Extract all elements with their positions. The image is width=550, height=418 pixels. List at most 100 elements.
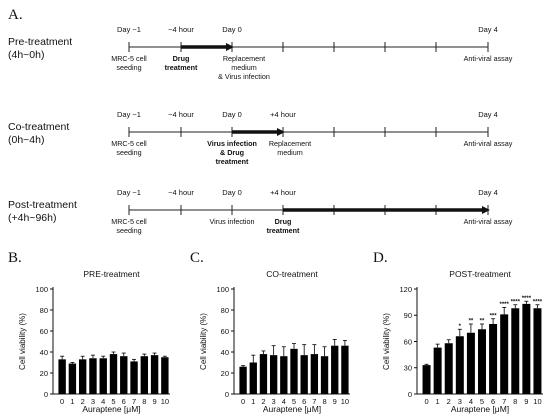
timeline-time-label: +4 hour bbox=[270, 188, 296, 197]
y-axis-label: Cell viability (%) bbox=[382, 313, 391, 370]
bar bbox=[150, 355, 159, 394]
bar bbox=[58, 359, 66, 394]
bar bbox=[455, 336, 464, 394]
timeline-row-title: (0h~4h) bbox=[8, 134, 44, 146]
x-tick-label: 2 bbox=[261, 397, 265, 406]
timeline-time-label: Day 4 bbox=[478, 25, 498, 34]
significance-marker: ** bbox=[469, 319, 474, 325]
timeline-time-label: Day −1 bbox=[117, 25, 141, 34]
x-tick-label: 1 bbox=[436, 397, 440, 406]
bar bbox=[300, 355, 308, 394]
timeline-event-label: seeding bbox=[116, 148, 141, 157]
bar bbox=[478, 329, 486, 394]
timeline-time-label: Day 0 bbox=[222, 25, 242, 34]
y-tick-label: 20 bbox=[221, 369, 229, 378]
timeline-event-label: Virus infection bbox=[207, 139, 257, 148]
bar bbox=[422, 365, 431, 394]
timeline-time-label: Day 4 bbox=[478, 110, 498, 119]
y-tick-label: 120 bbox=[399, 285, 412, 294]
timeline-event-label: Drug bbox=[173, 54, 190, 63]
y-tick-label: 90 bbox=[404, 311, 412, 320]
x-tick-label: 9 bbox=[524, 397, 528, 406]
timeline-event-label: seeding bbox=[116, 63, 141, 72]
x-tick-label: 6 bbox=[302, 397, 306, 406]
timeline-event-label: treatment bbox=[165, 63, 198, 72]
timeline-time-label: +4 hour bbox=[270, 110, 296, 119]
x-tick-label: 2 bbox=[81, 397, 85, 406]
timeline-event-label: MRC-5 cell bbox=[111, 139, 147, 148]
y-axis-label: Cell viability (%) bbox=[199, 313, 208, 370]
y-tick-label: 60 bbox=[404, 337, 412, 346]
x-tick-label: 10 bbox=[341, 397, 349, 406]
bar bbox=[444, 343, 453, 394]
timeline-time-label: Day −1 bbox=[117, 188, 141, 197]
x-tick-label: 0 bbox=[241, 397, 245, 406]
bar bbox=[533, 308, 542, 394]
bar bbox=[280, 356, 288, 394]
timeline-row: Post-treatment(+4h~96h) Day −1 ~4 hour Day … bbox=[8, 188, 513, 235]
significance-marker: **** bbox=[522, 296, 532, 302]
bar bbox=[68, 363, 77, 394]
bar bbox=[522, 303, 531, 394]
timeline-event-label: medium bbox=[277, 148, 303, 157]
x-tick-label: 7 bbox=[132, 397, 136, 406]
x-tick-label: 2 bbox=[447, 397, 451, 406]
y-axis-label: Cell viability (%) bbox=[18, 313, 27, 370]
bar bbox=[130, 361, 138, 394]
x-axis-label: Auraptene [μM] bbox=[82, 404, 140, 414]
x-tick-label: 1 bbox=[251, 397, 255, 406]
timeline-time-label: Day 0 bbox=[222, 110, 242, 119]
y-tick-label: 40 bbox=[40, 348, 48, 357]
bar bbox=[500, 314, 509, 394]
x-tick-label: 10 bbox=[533, 397, 541, 406]
bar bbox=[99, 358, 107, 394]
timeline-event-label: & Virus infection bbox=[218, 72, 270, 81]
panel-label: C. bbox=[190, 250, 204, 266]
bar bbox=[511, 308, 520, 394]
bar bbox=[109, 354, 118, 394]
timeline-row: Co-treatment(0h~4h) Day −1 ~4 hour Day 0 +4 … bbox=[8, 110, 513, 166]
x-tick-label: 3 bbox=[272, 397, 276, 406]
treatment-period-arrowhead bbox=[277, 128, 285, 136]
timeline-event-label: Anti-viral assay bbox=[464, 54, 513, 63]
x-tick-label: 3 bbox=[458, 397, 462, 406]
bar bbox=[320, 356, 329, 394]
x-tick-label: 6 bbox=[491, 397, 495, 406]
timeline-time-label: ~4 hour bbox=[168, 188, 194, 197]
significance-marker: **** bbox=[533, 299, 543, 305]
bar bbox=[290, 348, 298, 394]
timeline-time-label: Day −1 bbox=[117, 110, 141, 119]
treatment-period-arrowhead bbox=[482, 206, 490, 214]
bar bbox=[331, 345, 339, 394]
x-axis-label: Auraptene [μM] bbox=[451, 404, 509, 414]
panel-label: D. bbox=[373, 250, 388, 266]
bar bbox=[433, 347, 442, 394]
timeline-event-label: Replacement bbox=[223, 54, 265, 63]
timeline-event-label: MRC-5 cell bbox=[111, 217, 147, 226]
x-tick-label: 0 bbox=[424, 397, 428, 406]
timeline-row-title: Post-treatment bbox=[8, 199, 77, 211]
x-tick-label: 7 bbox=[502, 397, 506, 406]
x-tick-label: 4 bbox=[469, 397, 473, 406]
bar bbox=[78, 359, 87, 394]
timeline-event-label: Virus infection bbox=[209, 217, 254, 226]
y-tick-label: 40 bbox=[221, 348, 229, 357]
panel-label: B. bbox=[8, 250, 22, 266]
timeline-row: Pre-treatment(4h~0h) Day −1 ~4 hour Day 0 Da… bbox=[8, 25, 513, 81]
bar bbox=[259, 354, 268, 394]
bar bbox=[239, 366, 247, 394]
timeline-event-label: medium bbox=[231, 63, 257, 72]
timeline-event-label: Anti-viral assay bbox=[464, 139, 513, 148]
y-tick-label: 60 bbox=[221, 327, 229, 336]
x-tick-label: 4 bbox=[101, 397, 105, 406]
x-tick-label: 5 bbox=[292, 397, 296, 406]
x-tick-label: 0 bbox=[60, 397, 64, 406]
y-tick-label: 60 bbox=[40, 327, 48, 336]
timeline-event-label: Drug bbox=[275, 217, 292, 226]
treatment-period-arrowhead bbox=[226, 43, 234, 51]
x-tick-label: 10 bbox=[161, 397, 169, 406]
